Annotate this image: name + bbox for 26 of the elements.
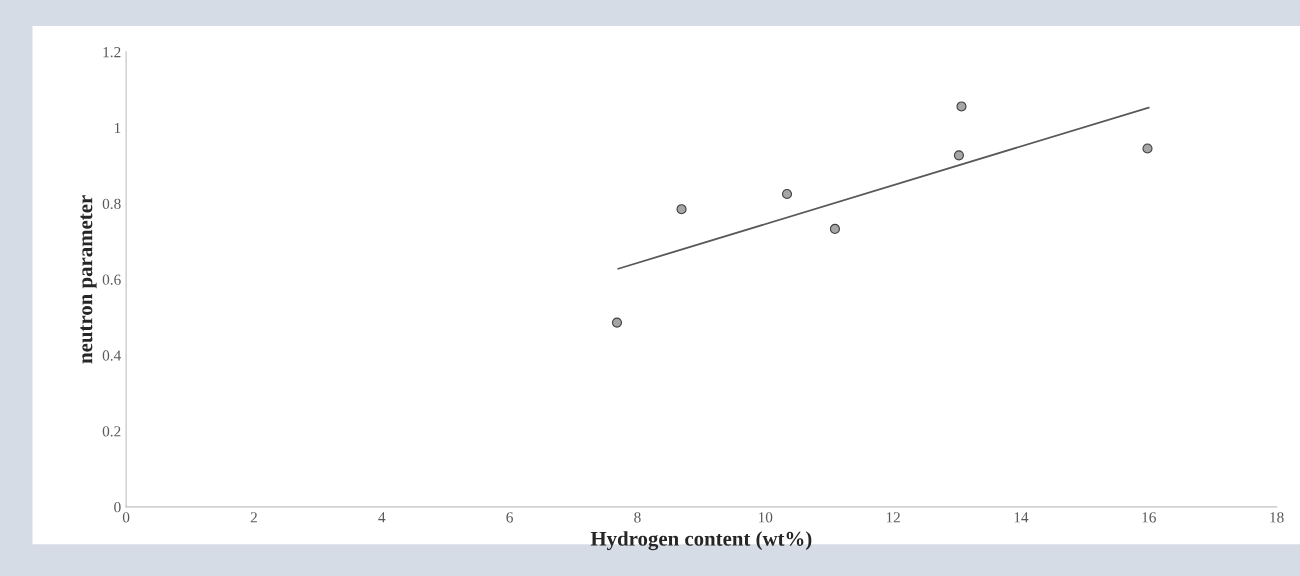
point bbox=[676, 204, 687, 215]
x-tick-label: 12 bbox=[886, 512, 900, 523]
point bbox=[829, 223, 841, 234]
x-tick-label: 4 bbox=[378, 512, 386, 523]
y-tick-label: 0.2 bbox=[102, 426, 121, 437]
x-tick-label: 10 bbox=[758, 512, 773, 523]
x-axis-title: Hydrogen content (wt%) bbox=[590, 531, 812, 551]
y-tick-label: 0.4 bbox=[102, 350, 121, 361]
point bbox=[611, 317, 623, 328]
x-tick-label: 6 bbox=[506, 512, 513, 523]
x-tick-label: 2 bbox=[250, 512, 257, 523]
y-tick-label: 0.8 bbox=[102, 198, 121, 210]
y-tick-label: 0 bbox=[114, 502, 121, 513]
x-tick-label: 0 bbox=[122, 512, 130, 523]
point bbox=[1142, 143, 1153, 154]
x-tick-label: 16 bbox=[1142, 512, 1156, 523]
y-tick-label: 1.2 bbox=[103, 47, 121, 58]
point bbox=[953, 150, 965, 161]
y-tick-label: 0.6 bbox=[102, 274, 121, 285]
x-tick-label: 14 bbox=[1014, 512, 1029, 523]
x-tick-label: 18 bbox=[1270, 512, 1284, 523]
x-tick-label: 8 bbox=[634, 512, 641, 523]
y-axis-title: neutron parameter bbox=[80, 195, 97, 364]
point bbox=[956, 101, 967, 112]
point bbox=[781, 188, 793, 200]
y-tick-label: 1 bbox=[114, 122, 121, 133]
